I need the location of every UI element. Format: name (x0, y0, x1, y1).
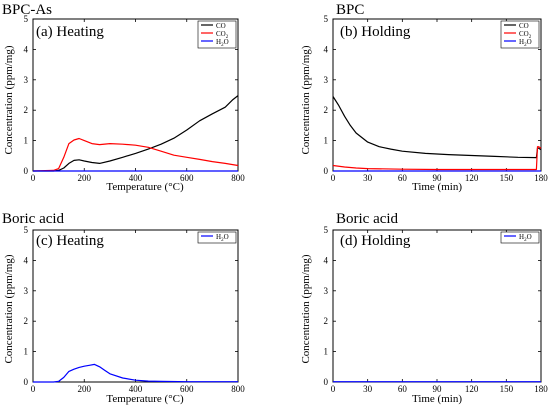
y-tick-label: 3 (24, 286, 29, 296)
y-tick-label: 5 (324, 225, 329, 235)
y-axis-label: Concentration (ppm/mg) (3, 45, 15, 154)
legend: H2O (197, 231, 237, 244)
plot-border (332, 229, 542, 383)
series-line-co (332, 96, 542, 159)
y-tick-label: 2 (324, 105, 329, 115)
series-line-co2 (32, 137, 239, 172)
series-line-h2o (33, 363, 238, 383)
y-tick-label: 4 (324, 255, 329, 265)
x-tick-label: 600 (180, 173, 194, 183)
y-axis-label: Concentration (ppm/mg) (300, 254, 312, 363)
panel-title: (b) Holding (340, 24, 411, 40)
legend-label: H2O (519, 38, 532, 48)
plot-frame: 0 200 400 600 800 0 1 2 3 4 5 (24, 225, 246, 394)
x-tick-label: 800 (231, 384, 245, 394)
legend: H2O (500, 231, 540, 244)
y-tick-label: 4 (24, 255, 29, 265)
x-tick-label: 150 (500, 384, 514, 394)
plot-frame: 0 30 60 90 120 150 180 0 1 2 3 4 5 (324, 14, 549, 183)
x-tick-label: 0 (331, 173, 336, 183)
legend-label: CO2 (216, 30, 229, 40)
x-axis-label: Time (min) (412, 181, 462, 193)
x-tick-label: 800 (231, 173, 245, 183)
x-tick-label: 120 (465, 384, 479, 394)
x-tick-label: 90 (433, 384, 443, 394)
sample-title: Boric acid (336, 211, 399, 227)
x-tick-label: 60 (398, 173, 408, 183)
x-tick-label: 400 (129, 384, 143, 394)
panel-title: (d) Holding (340, 233, 411, 249)
x-tick-label: 0 (331, 384, 336, 394)
y-tick-label: 5 (24, 14, 29, 24)
panel-b: BPC 0 30 60 90 120 150 180 0 1 2 3 4 5 (b) Holding T… (300, 2, 548, 193)
y-tick-label: 1 (24, 136, 29, 146)
x-axis-label: Temperature (°C) (106, 393, 184, 405)
y-tick-label: 4 (324, 44, 329, 54)
legend-box (500, 231, 540, 244)
series-line-co2 (332, 146, 542, 171)
legend-label: H2O (216, 38, 229, 48)
plot-frame: 0 30 60 90 120 150 180 0 1 2 3 4 5 (324, 225, 549, 394)
legend-label: CO (519, 22, 529, 30)
legend-box (197, 231, 237, 244)
y-tick-label: 0 (324, 166, 329, 176)
series-line-co (33, 95, 239, 172)
x-tick-label: 400 (129, 173, 143, 183)
x-tick-label: 30 (363, 384, 373, 394)
y-tick-label: 1 (324, 136, 329, 146)
y-tick-label: 5 (324, 14, 329, 24)
y-tick-label: 3 (324, 286, 329, 296)
panel-c: Boric acid 0 200 400 600 800 0 1 2 3 4 5 (c) Heati… (2, 211, 245, 405)
y-tick-label: 1 (24, 347, 29, 357)
panel-a: BPC-As 0 200 400 600 800 0 1 2 3 4 5 (a) Heating T… (2, 2, 245, 193)
sample-title: BPC-As (2, 2, 52, 18)
x-tick-label: 180 (534, 173, 548, 183)
x-tick-label: 30 (363, 173, 373, 183)
x-tick-label: 200 (78, 384, 92, 394)
y-tick-label: 2 (24, 316, 29, 326)
legend-label: H2O (216, 233, 229, 243)
x-axis-label: Time (min) (412, 393, 462, 405)
y-tick-label: 3 (324, 75, 329, 85)
plot-border (32, 229, 239, 383)
y-tick-label: 2 (324, 316, 329, 326)
x-axis-label: Temperature (°C) (106, 181, 184, 193)
x-tick-label: 120 (465, 173, 479, 183)
panel-title: (a) Heating (36, 24, 104, 40)
y-axis-label: Concentration (ppm/mg) (300, 45, 312, 154)
x-tick-label: 60 (398, 384, 408, 394)
y-tick-label: 0 (324, 377, 329, 387)
x-tick-label: 180 (534, 384, 548, 394)
sample-title: Boric acid (2, 211, 65, 227)
y-tick-label: 4 (24, 44, 29, 54)
panel-d: Boric acid 0 30 60 90 120 150 180 0 1 2 3 4 5 (d) Ho… (300, 211, 548, 405)
sample-title: BPC (336, 2, 364, 18)
x-tick-label: 0 (31, 173, 36, 183)
legend-label: CO (216, 22, 226, 30)
y-axis-label: Concentration (ppm/mg) (3, 254, 15, 363)
legend-label: CO2 (519, 30, 532, 40)
x-tick-label: 90 (433, 173, 443, 183)
y-tick-label: 2 (24, 105, 29, 115)
y-tick-label: 1 (324, 347, 329, 357)
x-tick-label: 200 (78, 173, 92, 183)
x-tick-label: 150 (500, 173, 514, 183)
legend-label: H2O (519, 233, 532, 243)
y-tick-label: 5 (24, 225, 29, 235)
y-tick-label: 0 (24, 166, 29, 176)
x-tick-label: 600 (180, 384, 194, 394)
x-tick-label: 0 (31, 384, 36, 394)
y-tick-label: 0 (24, 377, 29, 387)
panel-title: (c) Heating (36, 233, 104, 249)
y-tick-label: 3 (24, 75, 29, 85)
